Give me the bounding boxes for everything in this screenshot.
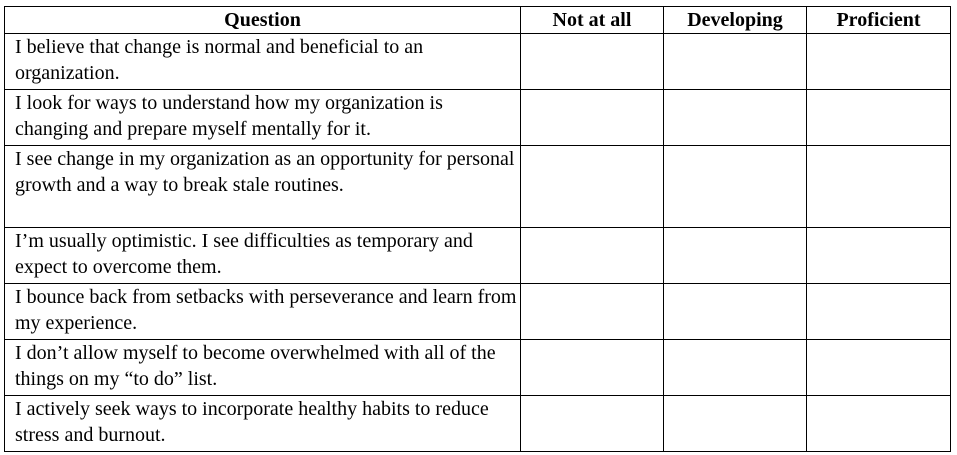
rating-cell-not-at-all[interactable] [520, 89, 664, 146]
question-cell: I’m usually optimistic. I see difficulti… [4, 227, 521, 284]
table-row: I bounce back from setbacks with perseve… [4, 283, 951, 340]
rating-cell-developing[interactable] [663, 339, 807, 396]
rating-cell-not-at-all[interactable] [520, 283, 664, 340]
question-cell: I bounce back from setbacks with perseve… [4, 283, 521, 340]
table-row: I look for ways to understand how my org… [4, 89, 951, 146]
question-cell: I actively seek ways to incorporate heal… [4, 395, 521, 452]
column-header-not-at-all: Not at all [520, 6, 664, 34]
rating-cell-proficient[interactable] [806, 89, 951, 146]
rating-cell-not-at-all[interactable] [520, 395, 664, 452]
rating-cell-not-at-all[interactable] [520, 145, 664, 228]
question-cell: I don’t allow myself to become overwhelm… [4, 339, 521, 396]
rating-cell-proficient[interactable] [806, 33, 951, 90]
rating-cell-developing[interactable] [663, 33, 807, 90]
self-assessment-table: Question Not at all Developing Proficien… [4, 6, 951, 452]
rating-cell-proficient[interactable] [806, 339, 951, 396]
header-row: Question Not at all Developing Proficien… [4, 6, 951, 34]
column-header-proficient: Proficient [806, 6, 951, 34]
question-cell: I see change in my organization as an op… [4, 145, 521, 228]
rating-cell-not-at-all[interactable] [520, 227, 664, 284]
question-cell: I look for ways to understand how my org… [4, 89, 521, 146]
rating-cell-not-at-all[interactable] [520, 339, 664, 396]
table-row: I don’t allow myself to become overwhelm… [4, 339, 951, 396]
question-cell: I believe that change is normal and bene… [4, 33, 521, 90]
rating-cell-developing[interactable] [663, 283, 807, 340]
column-header-question: Question [4, 6, 521, 34]
column-header-developing: Developing [663, 6, 807, 34]
rating-cell-developing[interactable] [663, 395, 807, 452]
table-row: I’m usually optimistic. I see difficulti… [4, 227, 951, 284]
rating-cell-proficient[interactable] [806, 145, 951, 228]
rating-cell-proficient[interactable] [806, 395, 951, 452]
table-row: I see change in my organization as an op… [4, 145, 951, 228]
rating-cell-not-at-all[interactable] [520, 33, 664, 90]
table-row: I believe that change is normal and bene… [4, 33, 951, 90]
rating-cell-developing[interactable] [663, 227, 807, 284]
rating-cell-developing[interactable] [663, 89, 807, 146]
table-row: I actively seek ways to incorporate heal… [4, 395, 951, 452]
rating-cell-developing[interactable] [663, 145, 807, 228]
rating-cell-proficient[interactable] [806, 227, 951, 284]
rating-cell-proficient[interactable] [806, 283, 951, 340]
